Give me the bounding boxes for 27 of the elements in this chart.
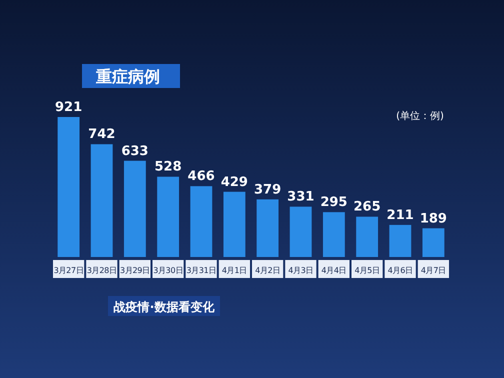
text: 战疫情·数据看变化 <box>114 300 216 314</box>
x-tick-label: 3月30日 <box>153 266 183 275</box>
chart-title: 重症病例 <box>95 67 160 86</box>
data-label: 189 <box>420 211 447 226</box>
x-tick-label: 3月28日 <box>86 266 117 275</box>
data-label: 379 <box>254 182 282 198</box>
x-tick-label: 4月6日 <box>388 266 413 275</box>
x-tick-label: 4月4日 <box>321 266 346 275</box>
x-tick-label: 4月1日 <box>222 266 247 275</box>
data-label: 331 <box>287 190 314 205</box>
x-tick-label: 4月7日 <box>420 266 446 275</box>
data-label: 921 <box>55 100 82 115</box>
x-tick-label: 4月2日 <box>255 266 280 275</box>
data-label: 742 <box>88 127 116 142</box>
data-label: 295 <box>320 195 348 210</box>
x-tick-label: 3月29日 <box>120 266 150 275</box>
data-label: 211 <box>386 208 414 223</box>
data-label: 429 <box>220 174 248 190</box>
data-label: 633 <box>121 144 148 159</box>
x-tick-label: 3月31日 <box>186 266 216 275</box>
x-tick-label: 4月3日 <box>288 266 314 275</box>
data-label: 265 <box>354 200 381 215</box>
annotation: (单位：例) <box>396 110 444 122</box>
x-tick-label: 4月5日 <box>354 266 380 275</box>
x-tick-label: 3月27日 <box>54 266 84 275</box>
data-label: 466 <box>188 169 215 184</box>
data-label: 528 <box>154 160 182 175</box>
